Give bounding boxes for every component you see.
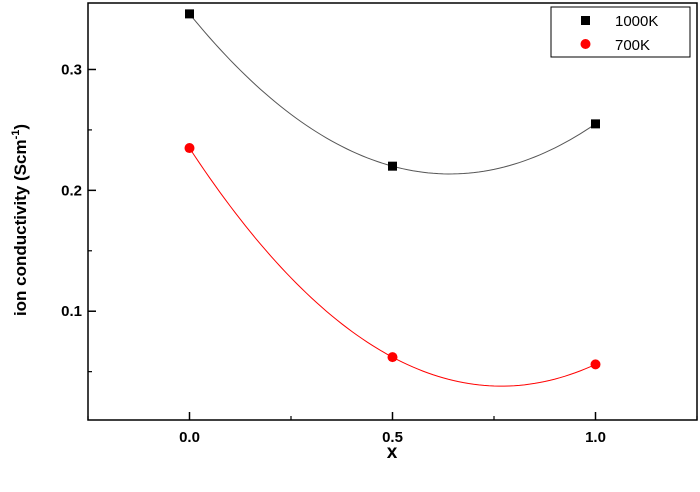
tick-marks (87, 68, 698, 420)
data-point-1000k (388, 161, 397, 171)
y-axis-title-main: ion conductivity (Scm (11, 139, 30, 316)
y-tick-label: 0.1 (61, 303, 82, 320)
data-point-700k (590, 359, 601, 370)
legend-box (550, 6, 691, 58)
x-tick-label: 1.0 (585, 429, 606, 446)
y-tick-label: 0.2 (61, 182, 82, 199)
fit-curve-1000k (189, 13, 596, 175)
fit-curves (189, 13, 596, 387)
x-tick-label: 0.5 (382, 429, 403, 446)
data-points (184, 9, 601, 370)
legend-label-1000k: 1000K (615, 13, 658, 30)
y-tick-label: 0.3 (61, 61, 82, 78)
legend-marker-700k (580, 39, 591, 49)
x-axis-title: x (387, 442, 398, 463)
y-axis-title: ion conductivity (Scm-1) (10, 124, 30, 316)
data-point-700k (184, 143, 195, 154)
fit-curve-700k (189, 147, 596, 387)
data-point-1000k (591, 119, 600, 129)
data-point-1000k (185, 9, 194, 19)
y-axis-title-close: ) (11, 124, 30, 130)
legend-marker-1000k (581, 16, 590, 25)
legend: 1000K 700K (550, 6, 691, 58)
x-tick-label: 0.0 (179, 429, 200, 446)
x-tick-labels: 0.0 0.5 1.0 (179, 429, 606, 446)
data-point-700k (387, 352, 398, 363)
legend-label-700k: 700K (615, 37, 650, 54)
y-axis-title-superscript: -1 (10, 130, 22, 140)
y-tick-labels: 0.1 0.2 0.3 (61, 61, 82, 320)
